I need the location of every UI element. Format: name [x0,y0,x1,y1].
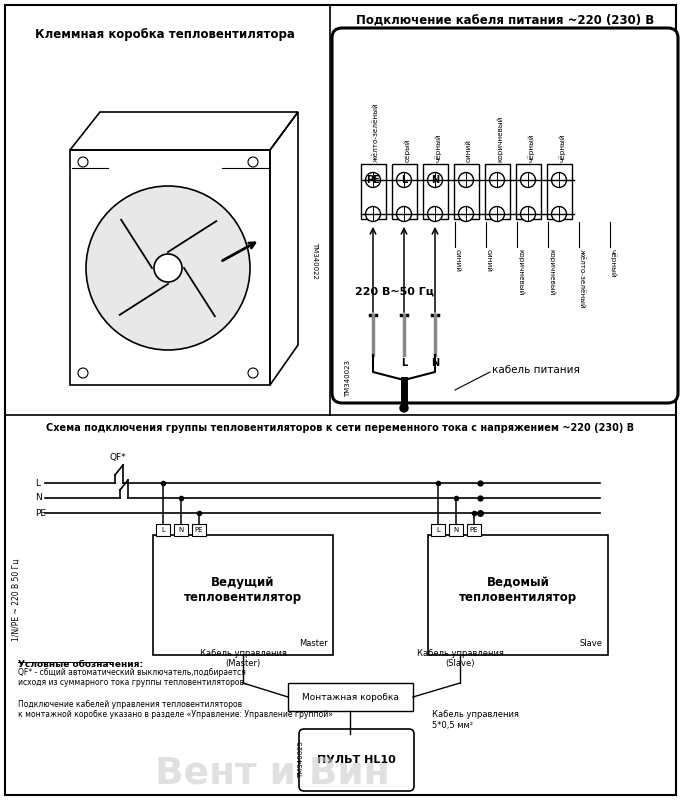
Circle shape [458,173,473,187]
Text: чёрный: чёрный [435,134,442,162]
Circle shape [366,173,381,187]
Circle shape [520,173,535,187]
Text: коричневый: коричневый [497,116,503,162]
Text: L: L [161,527,165,533]
Circle shape [86,186,250,350]
Text: Клеммная коробка тепловентилятора: Клеммная коробка тепловентилятора [35,28,295,41]
Text: жёлто-зелёный: жёлто-зелёный [579,249,585,309]
Circle shape [458,206,473,222]
FancyBboxPatch shape [332,28,678,403]
Text: L: L [401,358,407,368]
Circle shape [366,206,381,222]
Text: TM340025: TM340025 [298,742,304,778]
Text: Ведущий
тепловентилятор: Ведущий тепловентилятор [184,576,302,604]
FancyBboxPatch shape [428,535,608,655]
FancyBboxPatch shape [361,164,386,219]
Circle shape [490,173,505,187]
Text: чёрный: чёрный [528,134,535,162]
FancyBboxPatch shape [454,164,479,219]
Text: Кабель управления
5*0,5 мм²: Кабель управления 5*0,5 мм² [432,710,519,730]
FancyBboxPatch shape [516,164,541,219]
Text: Slave: Slave [580,639,603,648]
Text: кабель питания: кабель питания [492,365,580,375]
Text: Кабель управления
(Master): Кабель управления (Master) [200,649,287,668]
Circle shape [520,206,535,222]
Text: L: L [401,175,407,185]
FancyBboxPatch shape [153,535,333,655]
Text: синий: синий [486,249,492,272]
FancyBboxPatch shape [174,524,188,536]
Text: N: N [178,527,184,533]
Text: PE: PE [195,527,203,533]
Circle shape [396,173,411,187]
Text: серый: серый [404,138,411,162]
FancyBboxPatch shape [392,164,417,219]
Text: Ведомый
тепловентилятор: Ведомый тепловентилятор [459,576,577,604]
Text: Вент и Вин: Вент и Вин [155,756,390,792]
Text: L: L [436,527,440,533]
Text: PE: PE [470,527,478,533]
FancyBboxPatch shape [288,683,413,711]
FancyBboxPatch shape [299,729,414,791]
FancyBboxPatch shape [467,524,481,536]
Circle shape [552,173,567,187]
Circle shape [490,206,505,222]
Text: 1/N/PE ~ 220 В 50 Гц: 1/N/PE ~ 220 В 50 Гц [12,558,20,642]
Text: синий: синий [466,139,472,162]
FancyBboxPatch shape [431,524,445,536]
Text: синий: синий [455,249,461,272]
FancyBboxPatch shape [5,5,676,795]
FancyBboxPatch shape [449,524,463,536]
Text: коричневый: коричневый [548,249,554,295]
Text: N: N [35,494,42,502]
FancyBboxPatch shape [423,164,448,219]
FancyBboxPatch shape [485,164,510,219]
Text: коричневый: коричневый [517,249,524,295]
Text: жёлто-зелёный: жёлто-зелёный [373,102,379,162]
Text: Подключение кабелей управления тепловентиляторов
к монтажной коробке указано в р: Подключение кабелей управления тепловент… [18,700,333,719]
Text: PE: PE [35,509,46,518]
Circle shape [400,404,408,412]
Text: чёрный: чёрный [559,134,566,162]
Circle shape [154,254,182,282]
Text: QF* - сбщий автоматический выключатель,подбирается
исходя из суммарного тока гру: QF* - сбщий автоматический выключатель,п… [18,668,247,687]
FancyBboxPatch shape [156,524,170,536]
Text: N: N [431,175,439,185]
Text: 220 В~50 Гц: 220 В~50 Гц [355,287,434,297]
Text: Схема подключения группы тепловентиляторов к сети переменного тока с напряжением: Схема подключения группы тепловентилятор… [46,423,634,433]
Text: Кабель управления
(Slave): Кабель управления (Slave) [417,649,503,668]
Text: PE: PE [366,175,380,185]
FancyBboxPatch shape [547,164,572,219]
Text: Условные обозначения:: Условные обозначения: [18,660,143,669]
Circle shape [428,206,443,222]
Text: N: N [454,527,458,533]
Circle shape [552,206,567,222]
Text: N: N [431,358,439,368]
Text: чёрный: чёрный [610,249,617,278]
Text: Master: Master [299,639,328,648]
Circle shape [428,173,443,187]
Text: QF*: QF* [110,453,126,462]
Text: Подключение кабеля питания ~220 (230) В: Подключение кабеля питания ~220 (230) В [356,14,654,27]
Text: TM340022: TM340022 [312,242,318,278]
Text: L: L [35,478,40,487]
Text: Монтажная коробка: Монтажная коробка [302,693,399,702]
Text: ПУЛЬТ HL10: ПУЛЬТ HL10 [317,755,396,765]
Text: TM340023: TM340023 [345,360,351,397]
FancyBboxPatch shape [192,524,206,536]
Circle shape [396,206,411,222]
